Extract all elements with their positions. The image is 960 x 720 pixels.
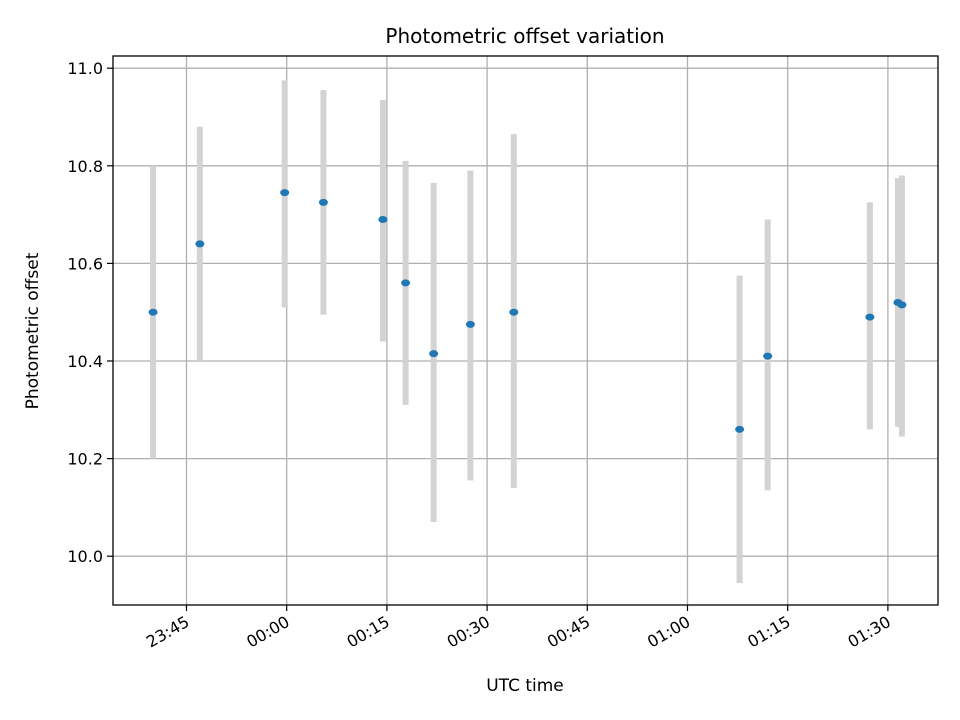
data-points [148,189,907,433]
data-point [318,198,328,206]
data-point [429,350,439,358]
plot-frame [112,55,939,606]
y-tick-label: 10.2 [67,450,103,469]
grid [113,56,938,605]
chart-title: Photometric offset variation [385,24,664,48]
data-point [509,308,519,316]
data-point [465,320,475,328]
y-tick-label: 11.0 [67,59,103,78]
y-tick-label: 10.6 [67,254,103,273]
y-tick-label: 10.4 [67,352,103,371]
data-point [280,189,290,197]
data-point [195,240,205,248]
data-point [735,425,745,433]
data-point [763,352,773,360]
y-tick-label: 10.0 [67,547,103,566]
data-point [378,215,388,223]
y-tick-label: 10.8 [67,157,103,176]
x-axis-title: UTC time [486,676,564,696]
data-point [865,313,875,321]
y-axis-title: Photometric offset [23,252,43,409]
data-point [148,308,158,316]
data-point [897,301,907,309]
data-point [401,279,411,287]
y-axis: 10.0 10.2 10.4 10.6 10.8 11.0 [67,59,113,566]
